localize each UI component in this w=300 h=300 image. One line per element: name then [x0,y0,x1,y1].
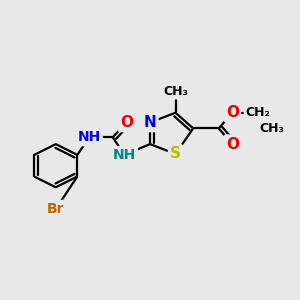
Text: O: O [120,115,133,130]
Text: NH: NH [113,148,136,162]
Text: CH₂: CH₂ [245,106,270,119]
Text: O: O [226,105,239,120]
Text: S: S [170,146,181,161]
Text: Br: Br [47,202,64,216]
Text: NH: NH [77,130,101,144]
Text: CH₃: CH₃ [163,85,188,98]
Text: CH₃: CH₃ [259,122,284,135]
Text: O: O [226,136,239,152]
Text: N: N [144,115,156,130]
